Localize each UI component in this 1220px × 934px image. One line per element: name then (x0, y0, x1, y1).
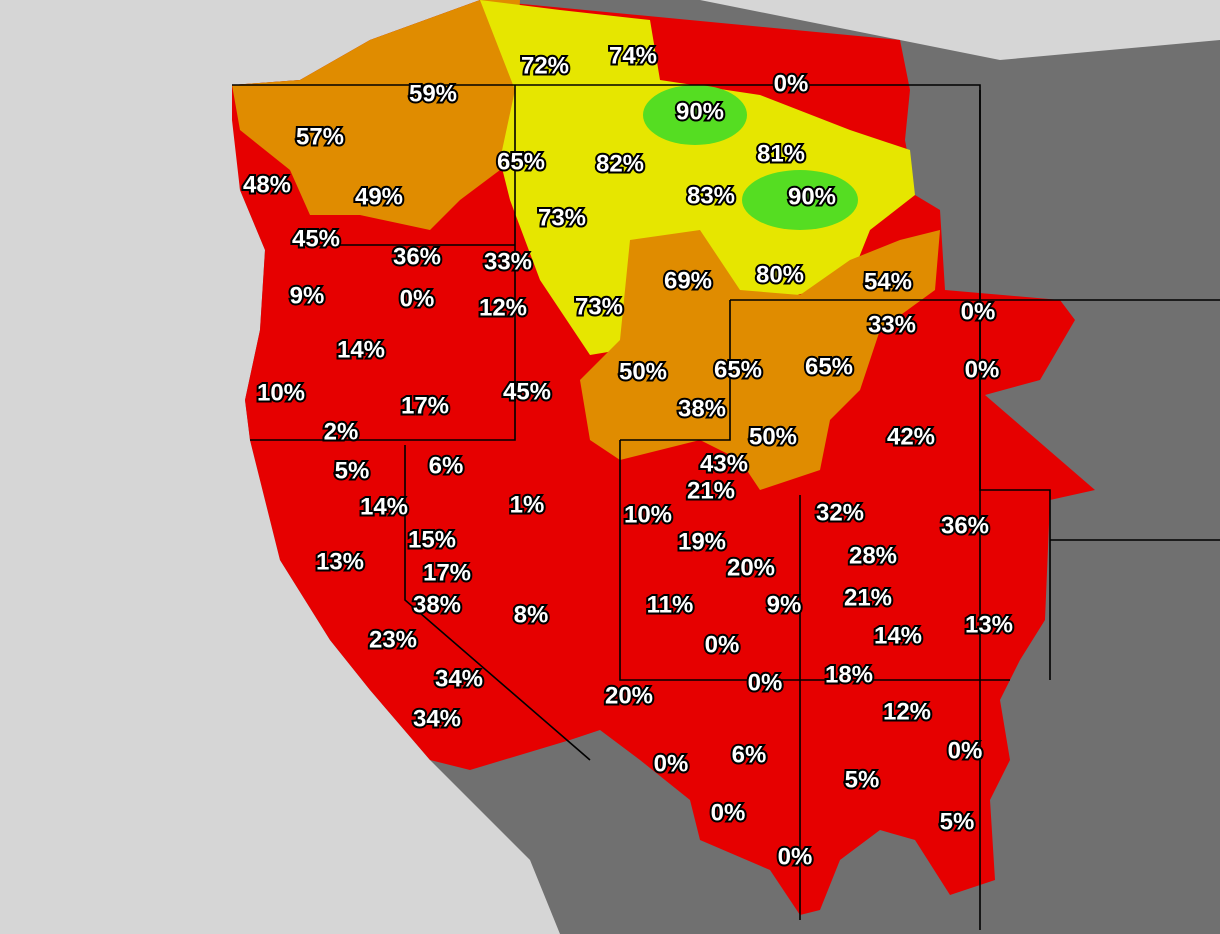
region-label: 73% (575, 293, 623, 320)
region-label: 0% (961, 298, 996, 325)
region-label: 59% (409, 80, 457, 107)
region-label: 14% (874, 622, 922, 649)
region-label: 69% (664, 267, 712, 294)
region-label: 20% (727, 554, 775, 581)
region-label: 23% (369, 626, 417, 653)
region-label: 90% (676, 98, 724, 125)
labels: 72% 74% 0% 59% 90% 57% 65% 82% 81% 48% 49% 83% 90% 73… (241, 40, 1015, 872)
region-label: 0% (705, 631, 740, 658)
region-label: 28% (849, 542, 897, 569)
region-label: 10% (257, 379, 305, 406)
region-label: 6% (429, 452, 464, 479)
region-label: 34% (435, 665, 483, 692)
region-label: 0% (654, 750, 689, 777)
region-label: 0% (965, 356, 1000, 383)
region-label: 38% (678, 395, 726, 422)
region-label: 65% (714, 356, 762, 383)
region-label: 72% (521, 52, 569, 79)
region-label: 5% (845, 766, 880, 793)
region-label: 48% (243, 171, 291, 198)
region-label: 57% (296, 123, 344, 150)
region-label: 12% (479, 294, 527, 321)
region-label: 13% (965, 611, 1013, 638)
region-label: 5% (940, 808, 975, 835)
region-label: 34% (413, 705, 461, 732)
region-label: 1% (510, 491, 545, 518)
region-yellow (480, 0, 915, 355)
region-label: 0% (948, 737, 983, 764)
region-label: 36% (941, 512, 989, 539)
region-label: 50% (749, 423, 797, 450)
region-label: 5% (335, 457, 370, 484)
region-label: 20% (605, 682, 653, 709)
region-label: 21% (687, 477, 735, 504)
region-label: 81% (757, 140, 805, 167)
region-label: 33% (868, 311, 916, 338)
region-label: 10% (624, 501, 672, 528)
region-label: 45% (292, 225, 340, 252)
region-label: 9% (767, 591, 802, 618)
region-label: 8% (514, 601, 549, 628)
region-label: 14% (360, 493, 408, 520)
region-label: 9% (290, 282, 325, 309)
region-label: 90% (788, 183, 836, 210)
region-label: 45% (503, 378, 551, 405)
region-label: 65% (805, 353, 853, 380)
region-label: 2% (324, 418, 359, 445)
region-green (742, 170, 858, 230)
region-label: 0% (711, 799, 746, 826)
region-label: 36% (393, 243, 441, 270)
region-label: 0% (400, 285, 435, 312)
region-red (232, 0, 1095, 915)
region-label: 49% (355, 183, 403, 210)
region-orange (232, 0, 520, 230)
region-label: 0% (748, 669, 783, 696)
region-orange (580, 230, 940, 490)
region-label: 14% (337, 336, 385, 363)
region-label: 82% (596, 150, 644, 177)
region-label: 42% (887, 423, 935, 450)
region-label: 43% (700, 450, 748, 477)
region-label: 19% (678, 528, 726, 555)
region-label: 13% (316, 548, 364, 575)
region-label: 80% (756, 261, 804, 288)
region-label: 33% (484, 248, 532, 275)
region-label: 50% (619, 358, 667, 385)
region-label: 54% (864, 268, 912, 295)
region-label: 15% (408, 526, 456, 553)
region-label: 83% (687, 182, 735, 209)
region-label: 74% (609, 42, 657, 69)
region-label: 18% (825, 661, 873, 688)
region-label: 21% (844, 584, 892, 611)
region-green (643, 85, 747, 145)
region-label: 38% (413, 591, 461, 618)
state-lines (232, 84, 1220, 930)
region-label: 17% (401, 392, 449, 419)
region-label: 11% (647, 591, 694, 618)
region-label: 0% (778, 843, 813, 870)
region-label: 12% (883, 698, 931, 725)
region-label: 17% (423, 559, 471, 586)
region-label: 32% (816, 499, 864, 526)
region-label: 65% (497, 148, 545, 175)
region-label: 73% (538, 204, 586, 231)
region-label: 0% (774, 70, 809, 97)
region-label: 6% (732, 741, 767, 768)
